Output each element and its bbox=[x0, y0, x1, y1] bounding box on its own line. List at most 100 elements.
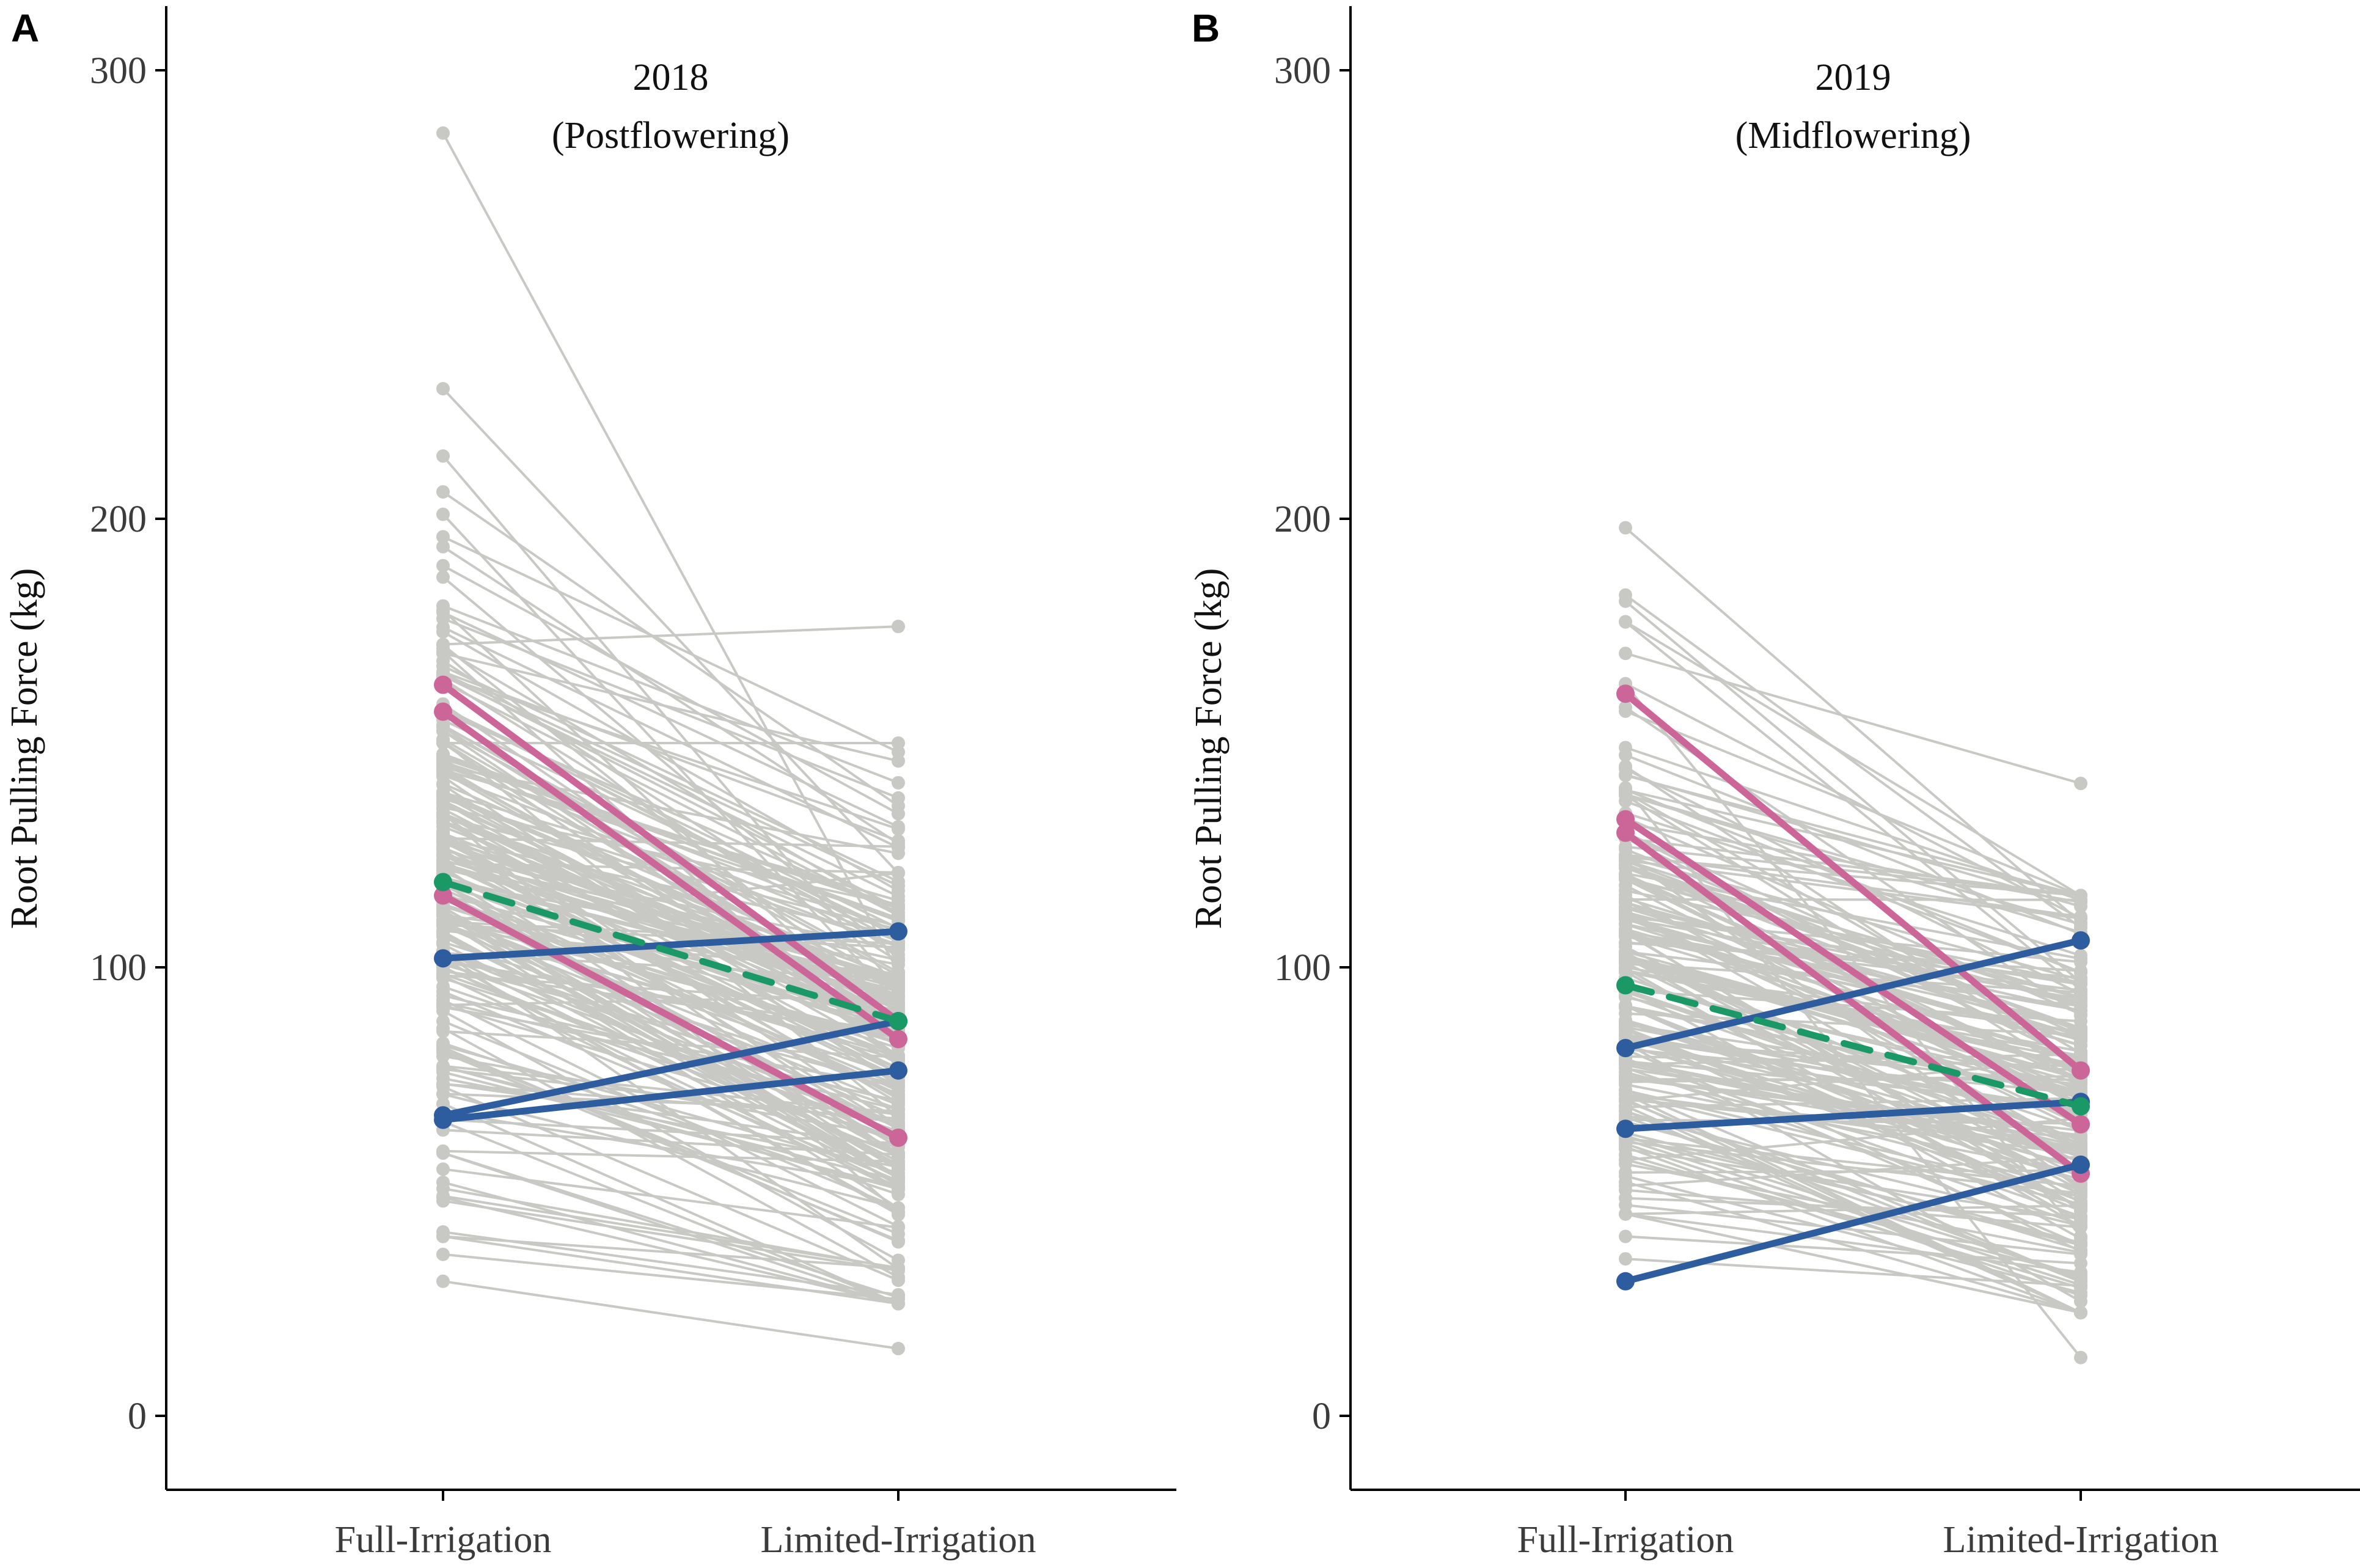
y-tick-label: 200 bbox=[1274, 499, 1331, 540]
background-line bbox=[1625, 1089, 2081, 1198]
background-point-limited bbox=[2074, 915, 2087, 929]
background-line bbox=[1625, 1071, 2081, 1192]
background-point-full bbox=[1619, 1169, 1632, 1183]
y-tick-label: 200 bbox=[90, 499, 147, 540]
background-line bbox=[442, 1065, 899, 1182]
background-line bbox=[1625, 1174, 2081, 1294]
background-line bbox=[1625, 845, 2081, 897]
background-point-limited bbox=[2074, 983, 2087, 997]
series-point-pink-3-full bbox=[434, 886, 452, 905]
background-point-limited bbox=[892, 820, 905, 834]
background-point-full bbox=[436, 778, 450, 792]
background-line bbox=[442, 1085, 899, 1281]
background-line bbox=[442, 1006, 899, 1088]
background-line bbox=[442, 675, 899, 898]
background-point-full bbox=[436, 126, 450, 140]
background-line bbox=[1625, 932, 2081, 1039]
background-point-limited bbox=[2074, 1279, 2087, 1293]
background-point-limited bbox=[892, 908, 905, 922]
series-line-mean bbox=[1622, 981, 2084, 1110]
background-point-limited bbox=[892, 846, 905, 860]
background-line bbox=[1625, 1212, 2081, 1314]
background-point-limited bbox=[892, 736, 905, 750]
background-point-full bbox=[436, 914, 450, 928]
series-line-pink-1 bbox=[1622, 690, 2084, 1074]
background-point-limited bbox=[2074, 1029, 2087, 1043]
background-line bbox=[1625, 1058, 2081, 1102]
background-point-limited bbox=[2074, 1004, 2087, 1018]
background-line bbox=[1625, 683, 2081, 920]
background-line bbox=[442, 738, 900, 1004]
background-line bbox=[442, 564, 899, 815]
panel-letter: A bbox=[11, 6, 39, 50]
background-point-full bbox=[436, 1060, 450, 1074]
background-line bbox=[442, 768, 899, 902]
y-tick-label: 0 bbox=[1312, 1396, 1331, 1437]
background-point-full bbox=[1619, 521, 1632, 535]
background-point-full bbox=[1619, 954, 1632, 969]
background-line bbox=[442, 765, 900, 1038]
background-point-full bbox=[436, 929, 450, 943]
background-point-full bbox=[436, 570, 450, 584]
background-line bbox=[1625, 1158, 2081, 1277]
background-line bbox=[1625, 1097, 2081, 1108]
background-line bbox=[442, 1065, 899, 1190]
background-point-full bbox=[1619, 615, 1632, 629]
background-line bbox=[442, 884, 899, 1093]
background-point-full bbox=[436, 1144, 450, 1158]
background-line bbox=[442, 1149, 899, 1163]
background-line bbox=[1624, 794, 2082, 1079]
background-point-full bbox=[436, 540, 450, 554]
panel-a: 0 100 200 300 Full-Irrigation Limited-Irrigat… bbox=[4, 6, 1176, 1561]
background-point-full bbox=[436, 719, 450, 733]
x-tick-label: Full-Irrigation bbox=[1517, 1519, 1734, 1561]
background-line bbox=[442, 1083, 899, 1120]
background-line bbox=[1625, 652, 2081, 785]
background-line bbox=[1625, 962, 2081, 994]
background-line bbox=[442, 835, 899, 1027]
series-point-pink-2-full bbox=[1616, 810, 1635, 829]
background-point-full bbox=[1619, 878, 1632, 892]
background-point-full bbox=[436, 1274, 450, 1288]
series-point-blue-3-limited bbox=[2072, 1155, 2090, 1174]
background-line bbox=[442, 975, 899, 1191]
background-line bbox=[442, 631, 899, 892]
background-line bbox=[442, 1020, 899, 1209]
background-line bbox=[1625, 898, 2081, 901]
background-point-limited bbox=[2074, 1051, 2087, 1065]
background-point-limited bbox=[2074, 965, 2087, 980]
background-point-full bbox=[436, 530, 450, 544]
background-line bbox=[442, 1280, 899, 1350]
background-point-full bbox=[436, 1014, 450, 1028]
series-line-pink-2 bbox=[1622, 816, 2084, 1128]
panel-title-year: 2019 bbox=[1816, 57, 1891, 98]
background-line bbox=[442, 852, 899, 998]
background-line bbox=[442, 665, 899, 883]
background-point-full bbox=[1619, 910, 1632, 925]
background-point-full bbox=[436, 749, 450, 763]
x-tick-label: Full-Irrigation bbox=[335, 1519, 552, 1561]
series-line-pink-1 bbox=[439, 681, 902, 1025]
background-line bbox=[442, 672, 899, 887]
background-line bbox=[1625, 1005, 2081, 1195]
series-line-blue-2 bbox=[439, 1017, 902, 1119]
series-point-pink-3-limited bbox=[889, 1128, 907, 1147]
series-point-blue-1-limited bbox=[2072, 931, 2090, 950]
background-point-limited bbox=[892, 1154, 905, 1168]
background-point-full bbox=[436, 449, 450, 463]
background-point-limited bbox=[892, 983, 905, 997]
background-point-full bbox=[436, 603, 450, 617]
background-point-limited bbox=[2074, 1229, 2087, 1244]
background-point-full bbox=[1619, 647, 1632, 661]
background-point-limited bbox=[2074, 1187, 2087, 1201]
series-line-mean bbox=[439, 879, 902, 1025]
background-point-limited bbox=[892, 965, 905, 979]
y-axis-title: Root Pulling Force (kg) bbox=[4, 568, 45, 929]
background-point-full bbox=[1619, 1229, 1632, 1244]
background-point-limited bbox=[2074, 1256, 2087, 1270]
series-point-pink-3-full bbox=[1616, 823, 1635, 842]
background-point-limited bbox=[892, 1049, 905, 1063]
background-point-full bbox=[436, 1162, 450, 1176]
background-point-full bbox=[1619, 1083, 1632, 1097]
background-line bbox=[442, 625, 899, 646]
